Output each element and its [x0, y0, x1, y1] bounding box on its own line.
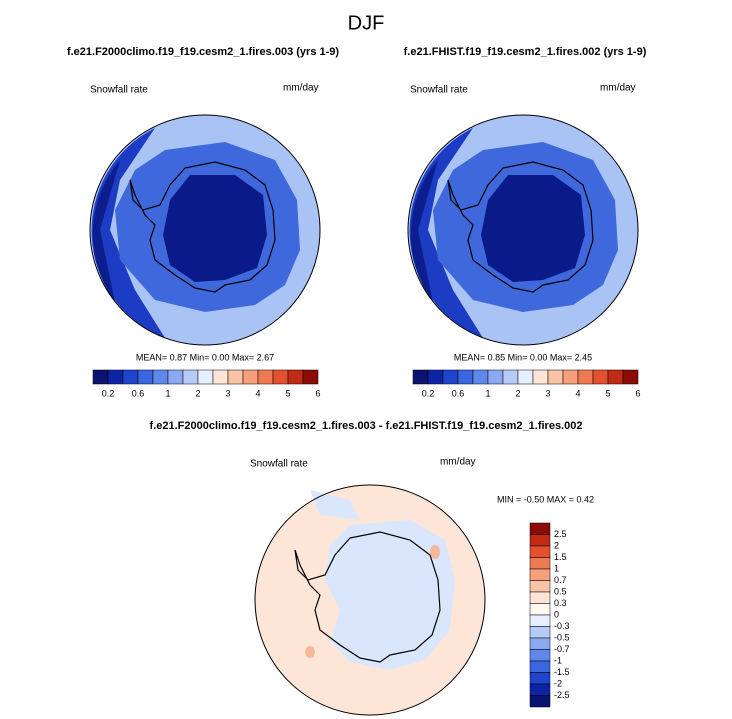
colorbar-label: 5 — [605, 388, 610, 398]
colorbar-label: 3 — [545, 388, 550, 398]
colorbar-label: 0.2 — [102, 388, 115, 398]
colorbar-box — [529, 591, 551, 604]
colorbar-label: 0.3 — [554, 598, 567, 608]
colorbar-box — [517, 369, 534, 385]
colorbar-box — [529, 568, 551, 581]
colorbar-label: 1.5 — [554, 552, 567, 562]
colorbar-label: 2 — [554, 540, 559, 550]
colorbar-label: 3 — [225, 388, 230, 398]
colorbar-box — [212, 369, 229, 385]
colorbar-box — [529, 580, 551, 593]
colorbar-box — [412, 369, 429, 385]
colorbar-box — [529, 545, 551, 558]
stats: MEAN= 0.85 Min= 0.00 Max= 2.45 — [454, 352, 592, 362]
figure-title: DJF — [348, 12, 385, 34]
colorbar-box — [529, 683, 551, 696]
units-label: mm/day — [600, 83, 636, 94]
colorbar-box — [107, 369, 124, 385]
colorbar-box — [577, 369, 594, 385]
colorbar-label: -2.5 — [554, 690, 570, 700]
panel-title: f.e21.F2000climo.f19_f19.cesm2_1.fires.0… — [67, 46, 339, 58]
colorbar-box — [532, 369, 549, 385]
colorbar-box — [427, 369, 444, 385]
colorbar-label: -0.3 — [554, 621, 570, 631]
colorbar-label: 1 — [554, 563, 559, 573]
colorbar-box — [257, 369, 274, 385]
colorbar-label: -0.7 — [554, 644, 570, 654]
colorbar-box — [529, 649, 551, 662]
colorbar-label: -1 — [554, 655, 562, 665]
colorbar-label: 0.7 — [554, 575, 567, 585]
units-label: mm/day — [283, 83, 319, 94]
colorbar-box — [529, 626, 551, 639]
colorbar-box — [182, 369, 199, 385]
colorbar-box — [152, 369, 169, 385]
colorbar-label: 4 — [575, 388, 580, 398]
colorbar-box — [442, 369, 459, 385]
map — [90, 115, 320, 345]
colorbar-box — [529, 672, 551, 685]
colorbar-box — [622, 369, 639, 385]
colorbar-box — [562, 369, 579, 385]
colorbar-label: 6 — [315, 388, 320, 398]
colorbar-box — [92, 369, 109, 385]
colorbar-box — [592, 369, 609, 385]
colorbar-box — [529, 603, 551, 616]
colorbar-label: 2 — [195, 388, 200, 398]
colorbar-label: 5 — [285, 388, 290, 398]
variable-label: Snowfall rate — [90, 85, 148, 96]
colorbar-box — [122, 369, 139, 385]
units-label: mm/day — [440, 457, 476, 468]
colorbar-label: 0 — [554, 609, 559, 619]
variable-label: Snowfall rate — [250, 459, 308, 470]
colorbar-label: 0.6 — [452, 388, 465, 398]
colorbar-box — [197, 369, 214, 385]
colorbar-box — [302, 369, 319, 385]
colorbar-label: 0.6 — [132, 388, 145, 398]
colorbar-label: 1 — [165, 388, 170, 398]
colorbar-box — [472, 369, 489, 385]
colorbar-box — [287, 369, 304, 385]
colorbar-box — [547, 369, 564, 385]
colorbar-label: 6 — [635, 388, 640, 398]
colorbar-box — [529, 557, 551, 570]
variable-label: Snowfall rate — [410, 85, 468, 96]
colorbar-box — [529, 637, 551, 650]
stats: MEAN= 0.87 Min= 0.00 Max= 2.67 — [136, 352, 274, 362]
colorbar-label: 0.2 — [422, 388, 435, 398]
colorbar-box — [529, 534, 551, 547]
colorbar-label: -1.5 — [554, 667, 570, 677]
colorbar-label: -2 — [554, 678, 562, 688]
colorbar-label: 0.5 — [554, 586, 567, 596]
colorbar-box — [137, 369, 154, 385]
colorbar-box — [457, 369, 474, 385]
colorbar-box — [502, 369, 519, 385]
colorbar-label: 4 — [255, 388, 260, 398]
colorbar-label: 2.5 — [554, 529, 567, 539]
colorbar-box — [607, 369, 624, 385]
colorbar-box — [167, 369, 184, 385]
colorbar-box — [529, 522, 551, 535]
colorbar-box — [529, 660, 551, 673]
difference-map — [254, 484, 486, 716]
colorbar-box — [227, 369, 244, 385]
colorbar-label: 2 — [515, 388, 520, 398]
stats: MIN = -0.50 MAX = 0.42 — [497, 494, 594, 504]
panel-title: f.e21.F2000climo.f19_f19.cesm2_1.fires.0… — [150, 420, 583, 432]
map — [408, 115, 638, 345]
colorbar-label: -0.5 — [554, 632, 570, 642]
panel-title: f.e21.FHIST.f19_f19.cesm2_1.fires.002 (y… — [404, 46, 647, 58]
colorbar-box — [487, 369, 504, 385]
colorbar-box — [272, 369, 289, 385]
colorbar-box — [529, 695, 551, 708]
colorbar-box — [529, 614, 551, 627]
colorbar-box — [242, 369, 259, 385]
colorbar-label: 1 — [485, 388, 490, 398]
